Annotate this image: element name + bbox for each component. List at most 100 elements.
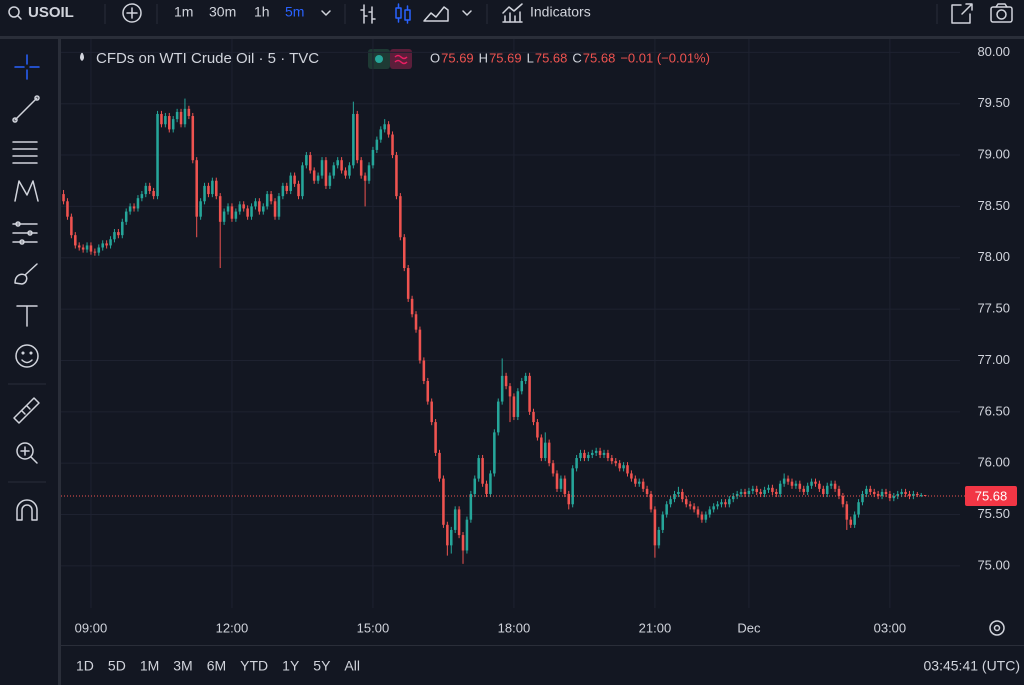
range-button[interactable]: All [344,658,360,674]
candle-body [89,245,93,252]
candle-body [594,450,598,453]
interval[interactable]: 1h [254,4,270,20]
candle-body [551,463,555,474]
interval[interactable]: 30m [209,4,236,20]
interval-active[interactable]: 5m [285,4,304,20]
range-button[interactable]: 1Y [282,658,300,674]
trendline-tool[interactable] [12,95,40,123]
range-button[interactable]: 1M [140,658,159,674]
brush-tool[interactable] [14,263,38,285]
candle-body [66,201,69,217]
pattern-tool[interactable] [14,180,39,202]
candle-body [590,452,594,455]
ohlc-label: O [430,50,440,65]
range-button[interactable]: 5D [108,658,126,674]
candle-body [524,375,527,382]
candle-body [512,396,516,417]
candle-body [391,134,394,156]
ruler-tool[interactable] [13,397,40,424]
candle-body [434,422,437,453]
indicators-icon[interactable] [502,3,523,23]
y-tick-label: 79.50 [977,95,1010,110]
interval-dropdown[interactable] [321,10,331,16]
candle-body [829,483,833,486]
bars-icon[interactable] [360,4,376,24]
text-tool[interactable] [16,305,38,327]
candle-body [504,375,508,387]
candle-body [567,493,571,505]
candle-body [919,495,923,497]
candle-body [242,204,245,209]
candle-body [168,116,171,130]
y-tick-label: 80.00 [977,44,1010,59]
search-icon[interactable] [8,6,22,20]
candle-body [861,493,864,503]
candle-body [187,108,191,117]
y-tick-label: 78.00 [977,249,1010,264]
candle-body [301,165,304,197]
symbol[interactable]: USOIL [28,4,74,21]
candle-body [336,160,339,166]
fullscreen-icon[interactable] [951,3,973,24]
candle-body [606,452,610,459]
candle-body [712,506,715,510]
interval[interactable]: 1m [174,4,193,20]
data-badge-icon [394,54,408,65]
candle-body [841,496,845,505]
candle-body [520,381,524,392]
range-button[interactable]: 1D [76,658,94,674]
candle-body [818,483,821,489]
range-buttons: 1D 5D 1M 3M 6M YTD 1Y 5Y All [76,658,360,674]
candle-body [825,485,829,494]
magnet-tool[interactable] [16,499,38,521]
settings-icon[interactable] [989,620,1005,636]
candle-body [739,491,743,494]
candle-body [696,509,700,515]
candles-icon[interactable] [395,3,411,24]
ohlc-label: C [572,50,581,65]
candle-body [857,502,860,515]
candle-body [610,458,614,462]
emoji-tool[interactable] [15,344,39,368]
candle-body [254,201,257,207]
fib-tool[interactable] [12,141,38,164]
candle-body [136,198,140,209]
x-tick-label: 03:00 [874,620,907,635]
candle-body [457,509,461,536]
compare-button[interactable] [122,3,142,23]
range-button[interactable]: 6M [207,658,226,674]
candle-body [93,251,97,253]
zoom-tool[interactable] [16,442,38,464]
area-icon[interactable] [423,6,449,22]
candle-body [222,211,226,222]
candle-body [849,519,853,525]
candle-body [211,180,214,195]
candle-body [140,194,144,199]
range-button[interactable]: 3M [173,658,192,674]
candle-body [814,481,817,484]
candle-body [191,116,195,161]
x-tick-label: 09:00 [75,620,108,635]
prediction-tool[interactable] [12,221,38,245]
range-button[interactable]: YTD [240,658,268,674]
toolbar-divider [0,36,1024,39]
candle-body [822,488,825,494]
candle-body [794,483,798,486]
range-button[interactable]: 5Y [313,658,331,674]
chart-type-dropdown[interactable] [462,10,472,16]
candle-body [375,139,379,150]
candle-body [320,160,324,176]
indicators-button[interactable]: Indicators [530,4,591,20]
candle-body [845,504,849,520]
candle-body [869,488,872,492]
candle-body [786,478,790,482]
candle-body [164,116,167,125]
crosshair-tool[interactable] [14,54,40,80]
candle-body [230,206,234,219]
snapshot-icon[interactable] [990,3,1013,23]
ohlc-value: 75.68 [535,50,568,65]
candle-body [923,495,927,497]
sidebar-divider [58,39,61,685]
candle-body [465,519,469,551]
candle-body [496,401,500,433]
